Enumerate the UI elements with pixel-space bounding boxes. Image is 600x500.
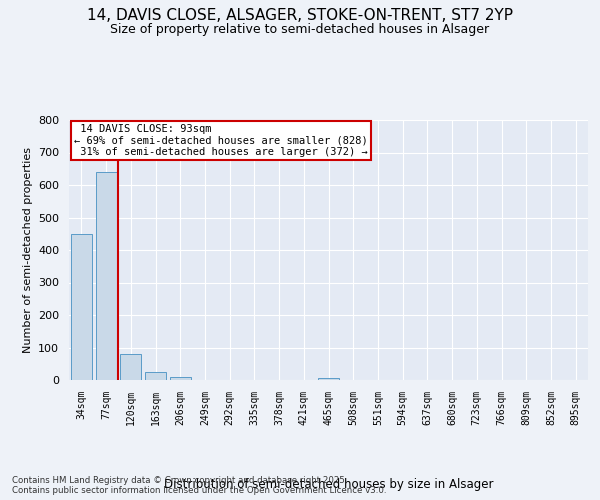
- Bar: [145, 372, 166, 380]
- Text: 14, DAVIS CLOSE, ALSAGER, STOKE-ON-TRENT, ST7 2YP: 14, DAVIS CLOSE, ALSAGER, STOKE-ON-TRENT…: [87, 8, 513, 22]
- Bar: [71, 234, 92, 380]
- Text: 14 DAVIS CLOSE: 93sqm 
← 69% of semi-detached houses are smaller (828)
 31% of s: 14 DAVIS CLOSE: 93sqm ← 69% of semi-deta…: [74, 124, 368, 157]
- Bar: [95, 172, 116, 380]
- Text: Contains HM Land Registry data © Crown copyright and database right 2025.
Contai: Contains HM Land Registry data © Crown c…: [12, 476, 386, 495]
- Text: Size of property relative to semi-detached houses in Alsager: Size of property relative to semi-detach…: [110, 22, 490, 36]
- X-axis label: Distribution of semi-detached houses by size in Alsager: Distribution of semi-detached houses by …: [164, 478, 493, 491]
- Bar: [120, 354, 141, 380]
- Y-axis label: Number of semi-detached properties: Number of semi-detached properties: [23, 147, 32, 353]
- Bar: [318, 378, 339, 380]
- Bar: [170, 378, 191, 380]
